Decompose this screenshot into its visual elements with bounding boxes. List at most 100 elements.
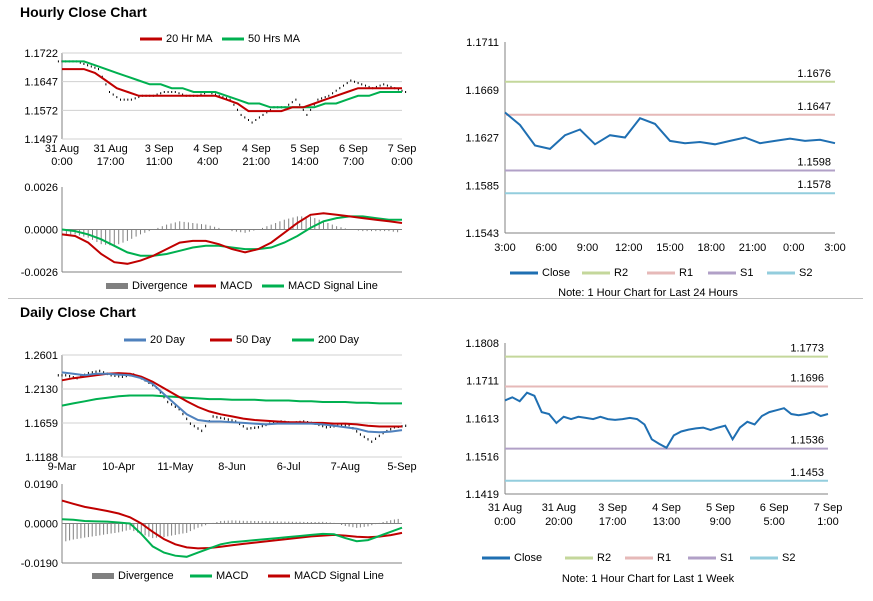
hourly-levels-legend-s2-swatch bbox=[767, 271, 795, 275]
daily-levels-x-tick: 4 Sep bbox=[652, 502, 681, 514]
daily-levels-x-tick: 1:00 bbox=[817, 516, 838, 528]
daily-levels-y-tick: 1.1711 bbox=[466, 376, 499, 388]
daily-price-ma50-line bbox=[61, 372, 402, 428]
daily-macd-y-tick: -0.0190 bbox=[21, 558, 58, 570]
daily-levels-legend-r2-swatch bbox=[565, 556, 593, 560]
daily-price-y-tick: 1.2601 bbox=[24, 350, 58, 362]
hourly-price-x-tick: 31 Aug bbox=[93, 143, 127, 155]
daily-levels-x-tick: 7 Sep bbox=[814, 502, 843, 514]
daily-legend-ma200-label: 200 Day bbox=[318, 334, 359, 346]
daily-legend-signal-label: MACD Signal Line bbox=[294, 570, 384, 582]
hourly-legend-divergence-label: Divergence bbox=[132, 280, 188, 292]
daily-legend-ma50-swatch bbox=[210, 338, 232, 342]
hourly-levels-x-tick: 18:00 bbox=[697, 242, 725, 254]
daily-levels-level-label-r1: 1.1696 bbox=[790, 372, 824, 384]
hourly-price-x-tick: 6 Sep bbox=[339, 143, 368, 155]
daily-levels-legend-r2-label: R2 bbox=[597, 552, 611, 564]
daily-price-x-tick: 9-Mar bbox=[48, 461, 77, 473]
hourly-levels-legend-s1-label: S1 bbox=[740, 267, 753, 279]
hourly-macd-y-tick: 0.0000 bbox=[24, 225, 58, 237]
daily-levels-x-tick: 3 Sep bbox=[598, 502, 627, 514]
hourly-legend-ma50-label: 50 Hrs MA bbox=[248, 33, 301, 45]
hourly-price-x-tick: 21:00 bbox=[243, 156, 271, 168]
hourly-levels-y-tick: 1.1669 bbox=[465, 85, 499, 97]
daily-levels-x-tick: 6 Sep bbox=[760, 502, 789, 514]
daily-legend-macd-swatch bbox=[190, 574, 212, 578]
hourly-legend-ma20-label: 20 Hr MA bbox=[166, 33, 213, 45]
daily-levels-legend-close-label: Close bbox=[514, 552, 542, 564]
daily-levels-legend-s1-label: S1 bbox=[720, 552, 733, 564]
daily-price-ma20-line bbox=[61, 371, 403, 434]
daily-levels-x-tick: 5 Sep bbox=[706, 502, 735, 514]
daily-levels-x-tick: 13:00 bbox=[653, 516, 681, 528]
hourly-price-x-tick: 11:00 bbox=[146, 156, 173, 168]
daily-price-x-tick: 7-Aug bbox=[331, 461, 360, 473]
daily-price-x-tick: 8-Jun bbox=[218, 461, 246, 473]
hourly-price-x-tick: 4 Sep bbox=[242, 143, 271, 155]
hourly-price-x-tick: 31 Aug bbox=[45, 143, 79, 155]
daily-levels-legend-r1-label: R1 bbox=[657, 552, 671, 564]
hourly-macd-signal-line bbox=[61, 215, 402, 257]
hourly-legend-signal-swatch bbox=[262, 284, 284, 288]
hourly-price-x-tick: 5 Sep bbox=[290, 143, 319, 155]
daily-levels-legend-s1-swatch bbox=[688, 556, 716, 560]
hourly-price-y-tick: 1.1497 bbox=[24, 134, 58, 146]
hourly-price-x-tick: 0:00 bbox=[391, 156, 412, 168]
hourly-price-y-tick: 1.1647 bbox=[24, 77, 58, 89]
hourly-price-y-tick: 1.1572 bbox=[24, 105, 58, 117]
daily-levels-legend-close-swatch bbox=[482, 556, 510, 560]
hourly-price-x-tick: 7:00 bbox=[343, 156, 364, 168]
daily-macd-macd-line bbox=[61, 518, 403, 558]
hourly-levels-x-tick: 3:00 bbox=[824, 242, 845, 254]
daily-legend-ma20-label: 20 Day bbox=[150, 334, 185, 346]
daily-levels-x-tick: 17:00 bbox=[599, 516, 627, 528]
hourly-price-x-tick: 17:00 bbox=[97, 156, 125, 168]
daily-price-y-tick: 1.1659 bbox=[24, 418, 58, 430]
hourly-levels-y-tick: 1.1585 bbox=[465, 180, 499, 192]
hourly-levels-level-label-s1: 1.1598 bbox=[797, 156, 831, 168]
daily-legend-ma20-swatch bbox=[124, 338, 146, 342]
hourly-macd-y-tick: 0.0026 bbox=[24, 182, 58, 194]
daily-levels-legend-s2-swatch bbox=[750, 556, 778, 560]
daily-legend-ma50-label: 50 Day bbox=[236, 334, 271, 346]
daily-macd-y-tick: 0.0000 bbox=[24, 519, 58, 531]
hourly-levels-legend-r2-label: R2 bbox=[614, 267, 628, 279]
daily-levels-x-tick: 31 Aug bbox=[488, 502, 522, 514]
daily-legend-macd-label: MACD bbox=[216, 570, 248, 582]
daily-legend-ma200-swatch bbox=[292, 338, 314, 342]
daily-levels-y-tick: 1.1808 bbox=[465, 338, 499, 350]
daily-macd-signal-line bbox=[61, 499, 403, 550]
hourly-levels-legend-r1-label: R1 bbox=[679, 267, 693, 279]
hourly-price-x-tick: 14:00 bbox=[291, 156, 319, 168]
daily-levels-x-tick: 0:00 bbox=[494, 516, 515, 528]
hourly-levels-x-tick: 15:00 bbox=[656, 242, 684, 254]
hourly-price-x-tick: 7 Sep bbox=[388, 143, 417, 155]
hourly-levels-y-tick: 1.1543 bbox=[465, 228, 499, 240]
hourly-levels-x-tick: 12:00 bbox=[615, 242, 643, 254]
hourly-legend-macd-label: MACD bbox=[220, 280, 252, 292]
hourly-levels-x-tick: 0:00 bbox=[783, 242, 804, 254]
daily-price-x-tick: 10-Apr bbox=[102, 461, 135, 473]
daily-legend-signal-swatch bbox=[268, 574, 290, 578]
daily-levels-close-line bbox=[504, 391, 829, 450]
daily-levels-x-tick: 5:00 bbox=[763, 516, 784, 528]
hourly-legend-ma20-swatch bbox=[140, 37, 162, 41]
daily-levels-note: Note: 1 Hour Chart for Last 1 Week bbox=[562, 573, 735, 585]
hourly-section-title: Hourly Close Chart bbox=[20, 4, 147, 20]
hourly-macd-y-tick: -0.0026 bbox=[21, 267, 58, 279]
daily-price-x-tick: 6-Jul bbox=[277, 461, 301, 473]
hourly-price-x-tick: 4 Sep bbox=[193, 143, 222, 155]
hourly-levels-x-tick: 3:00 bbox=[494, 242, 515, 254]
hourly-levels-x-tick: 6:00 bbox=[536, 242, 557, 254]
daily-price-y-tick: 1.1188 bbox=[25, 452, 58, 464]
daily-legend-divergence-swatch bbox=[92, 573, 114, 579]
hourly-levels-legend-r1-swatch bbox=[647, 271, 675, 275]
hourly-levels-legend-close-swatch bbox=[510, 271, 538, 275]
hourly-levels-legend-s1-swatch bbox=[708, 271, 736, 275]
hourly-levels-legend-r2-swatch bbox=[582, 271, 610, 275]
hourly-price-x-tick: 4:00 bbox=[197, 156, 218, 168]
hourly-legend-divergence-swatch bbox=[106, 283, 128, 289]
hourly-price-x-tick: 3 Sep bbox=[145, 143, 174, 155]
hourly-levels-x-tick: 21:00 bbox=[739, 242, 767, 254]
daily-price-x-tick: 11-May bbox=[157, 461, 193, 473]
